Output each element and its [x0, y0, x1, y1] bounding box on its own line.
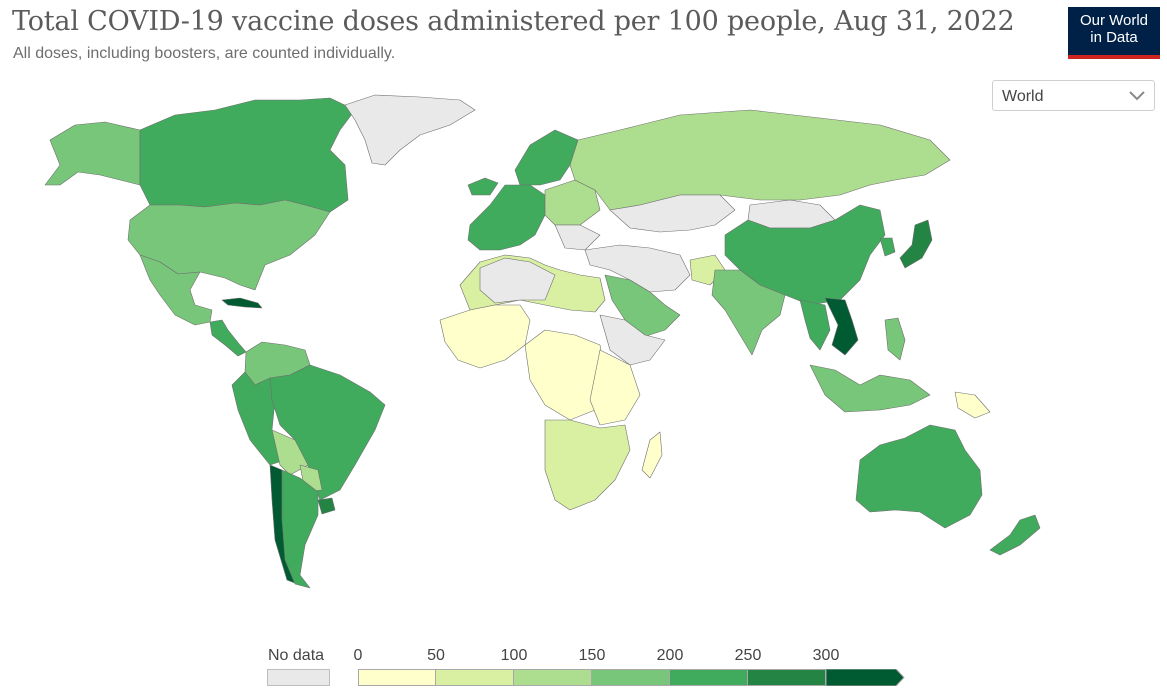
legend-tick-250: 250	[734, 647, 762, 664]
map-region-greenland[interactable]	[344, 94, 476, 166]
map-region-mexico[interactable]	[139, 254, 213, 326]
map-region-canada[interactable]	[139, 97, 356, 213]
legend-swatch-0-50[interactable]	[358, 669, 436, 686]
map-region-saudi-arabia[interactable]	[604, 274, 681, 339]
logo-red-bar	[1068, 55, 1160, 59]
map-region-east-africa[interactable]	[589, 349, 641, 426]
map-region-western-europe[interactable]	[467, 184, 546, 251]
map-region-balkans[interactable]	[554, 224, 601, 251]
map-region-new-zealand[interactable]	[989, 514, 1041, 556]
map-region-russia[interactable]	[569, 109, 951, 211]
legend-tick-200: 200	[656, 647, 684, 664]
map-region-japan[interactable]	[899, 219, 933, 269]
map-region-west-africa[interactable]	[439, 304, 531, 369]
legend-tick-0: 0	[353, 647, 363, 664]
map-region-uruguay[interactable]	[317, 497, 336, 515]
map-region-central-america[interactable]	[209, 319, 247, 357]
map-region-middle-east[interactable]	[584, 244, 691, 293]
map-region-bolivia[interactable]	[271, 429, 309, 476]
map-region-cuba[interactable]	[221, 297, 263, 309]
map-region-papua-new-guinea[interactable]	[954, 391, 991, 419]
map-region-scandinavia[interactable]	[514, 129, 579, 186]
region-select-value: World	[1002, 88, 1044, 105]
legend-swatch-200-250[interactable]	[670, 669, 748, 686]
map-region-india[interactable]	[711, 269, 786, 356]
legend-tick-150: 150	[578, 647, 606, 664]
legend-swatch-300-plus[interactable]	[826, 669, 906, 686]
region-select[interactable]: World	[992, 80, 1155, 111]
map-region-brazil[interactable]	[269, 364, 386, 501]
map-region-vietnam-cambodia[interactable]	[824, 297, 859, 356]
map-region-philippines[interactable]	[884, 317, 906, 361]
legend-no-data-swatch[interactable]	[267, 669, 330, 686]
map-region-iceland[interactable]	[467, 177, 499, 196]
map-region-indonesia[interactable]	[809, 364, 931, 413]
logo-line-1: Our World	[1079, 12, 1149, 29]
map-region-mongolia[interactable]	[747, 199, 836, 229]
map-region-argentina[interactable]	[281, 469, 319, 589]
map-region-horn-of-africa[interactable]	[599, 314, 666, 366]
legend-swatch-250-300[interactable]	[748, 669, 826, 686]
legend-tick-300: 300	[812, 647, 840, 664]
chevron-down-icon	[1129, 91, 1145, 101]
map-region-algeria-libya[interactable]	[479, 257, 556, 304]
legend-swatch-150-200[interactable]	[592, 669, 670, 686]
legend-no-data-label: No data	[268, 647, 325, 664]
map-region-southern-africa[interactable]	[544, 419, 631, 511]
legend-swatch-100-150[interactable]	[514, 669, 592, 686]
logo-line-2: in Data	[1090, 29, 1138, 46]
map-region-south-korea[interactable]	[879, 237, 896, 257]
map-region-southeast-asia[interactable]	[799, 299, 831, 351]
map-region-alaska[interactable]	[44, 121, 141, 186]
chart-title: Total COVID-19 vaccine doses administere…	[12, 6, 1015, 37]
legend-swatch-50-100[interactable]	[436, 669, 514, 686]
map-region-australia[interactable]	[855, 424, 983, 529]
world-map	[44, 94, 1041, 589]
chart-subtitle: All doses, including boosters, are count…	[13, 45, 396, 62]
map-region-madagascar[interactable]	[641, 431, 663, 479]
legend-tick-50: 50	[427, 647, 445, 664]
owid-logo[interactable]: Our World in Data	[1068, 7, 1160, 59]
map-region-kazakhstan[interactable]	[609, 194, 736, 233]
legend-tick-100: 100	[500, 647, 528, 664]
